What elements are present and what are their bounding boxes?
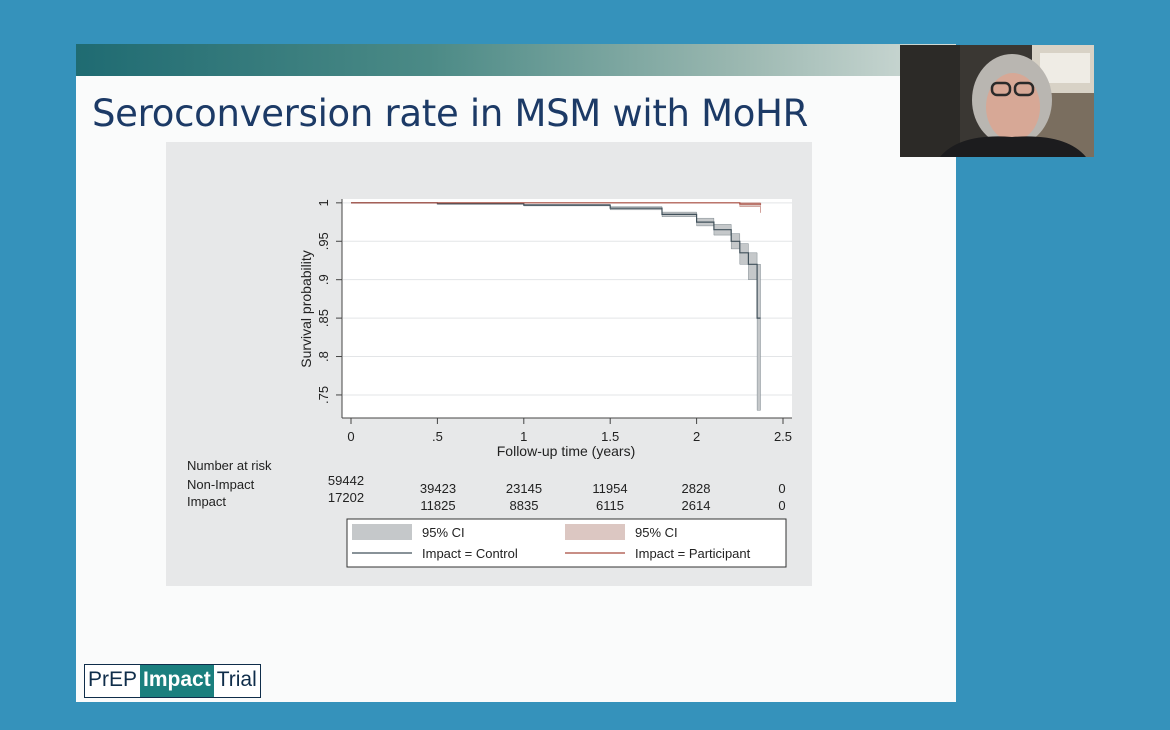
prep-impact-trial-logo: PrEP Impact Trial: [84, 664, 261, 698]
presenter-video-thumbnail: [900, 45, 1094, 157]
slide-title: Seroconversion rate in MSM with MoHR: [92, 92, 809, 135]
chart-panel: [166, 142, 812, 586]
presenter-image: [900, 45, 1094, 157]
logo-part-prep: PrEP: [85, 665, 141, 697]
slide-header-band: [76, 44, 956, 76]
logo-part-impact: Impact: [140, 665, 214, 697]
logo-part-trial: Trial: [213, 665, 260, 697]
slide: Seroconversion rate in MSM with MoHR PrE…: [76, 44, 956, 702]
